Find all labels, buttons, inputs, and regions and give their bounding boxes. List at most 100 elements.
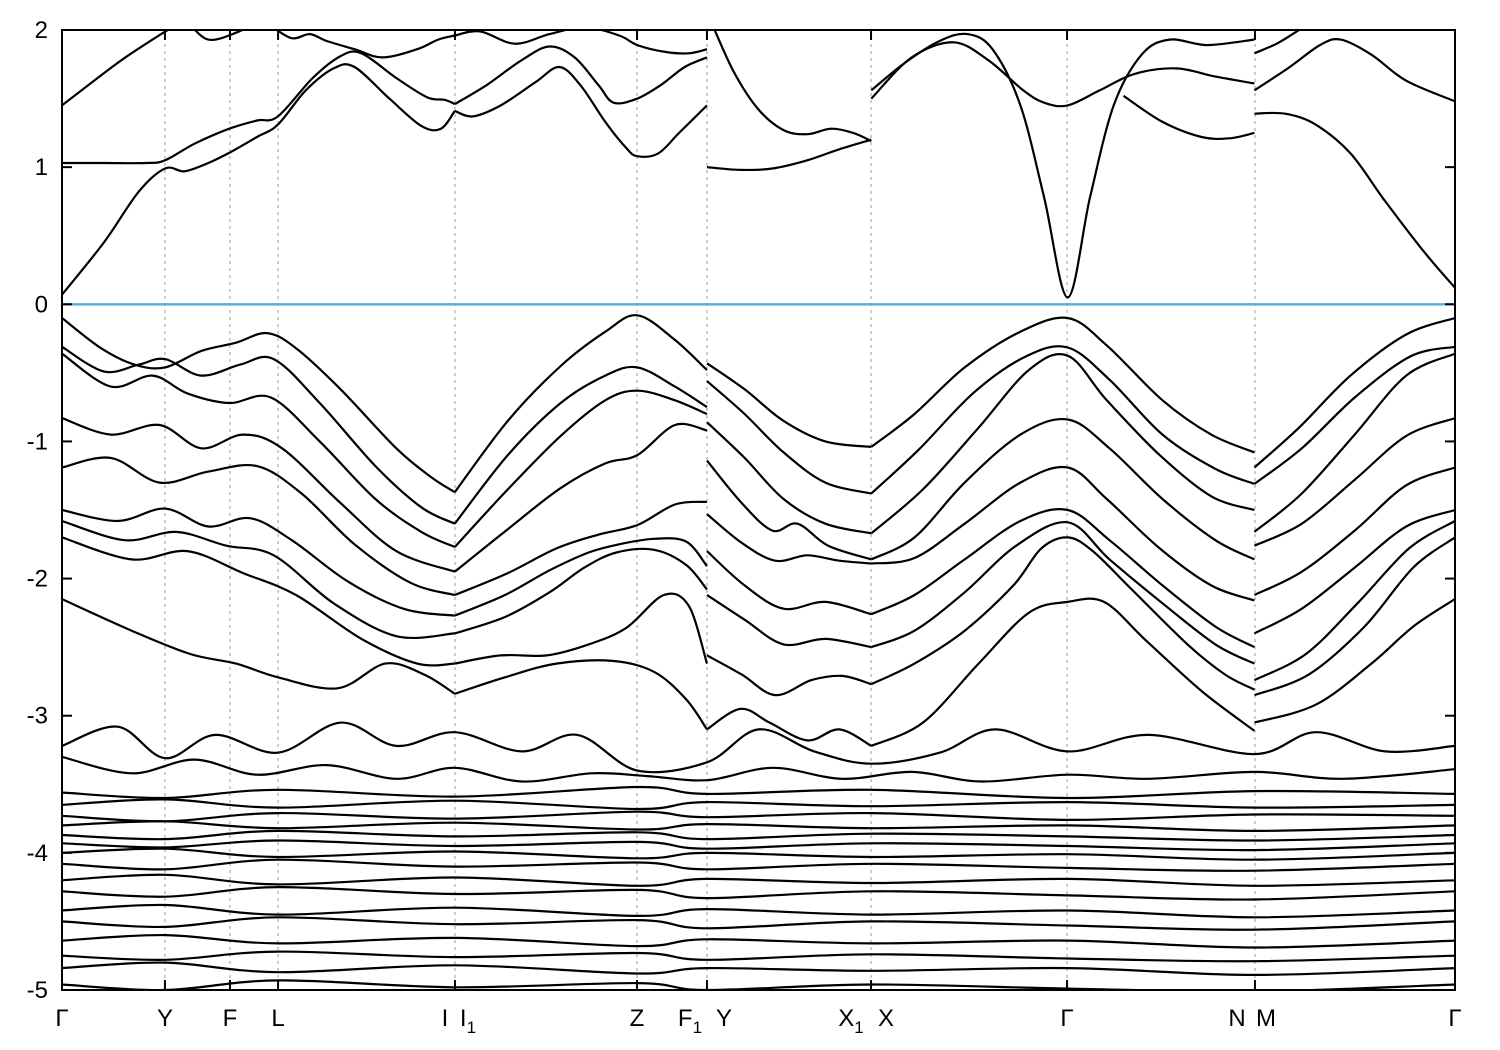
kpoint-label: Γ — [1060, 1005, 1073, 1032]
y-tick-label: -3 — [27, 703, 48, 730]
band-path — [1253, 520, 1455, 682]
plot-frame — [61, 29, 1456, 991]
band-path — [870, 536, 1255, 691]
band-path — [62, 885, 1455, 901]
kpoint-label: Z — [630, 1005, 645, 1032]
kpoint-label: N — [1228, 1005, 1245, 1032]
y-tick-label: -2 — [27, 566, 48, 593]
band-path — [62, 810, 1455, 823]
kpoint-label: I — [442, 1005, 449, 1032]
band-path — [706, 459, 872, 561]
band-path — [870, 417, 1255, 561]
band-path — [454, 592, 709, 665]
band-path — [706, 362, 872, 448]
band-path — [62, 829, 1455, 842]
kpoint-label: Γ — [1448, 1005, 1461, 1032]
band-path — [870, 353, 1255, 535]
band-path — [706, 138, 872, 172]
band-path — [454, 659, 708, 731]
kpoint-label: I1 — [460, 1005, 476, 1037]
band-path — [454, 65, 708, 158]
band-path — [62, 847, 1455, 861]
band-path — [62, 755, 1455, 783]
band-path — [453, 389, 708, 548]
band-path — [62, 456, 456, 597]
band-path — [706, 594, 872, 649]
band-path — [706, 380, 872, 495]
band-path — [1253, 345, 1455, 485]
y-tick-label: 2 — [35, 17, 48, 44]
band-path — [706, 513, 872, 565]
band-path — [1253, 38, 1455, 103]
band-path — [870, 345, 1255, 495]
band-path — [454, 422, 708, 573]
band-path — [713, 30, 872, 143]
band-path — [62, 916, 1455, 931]
band-path — [193, 30, 245, 42]
kpoint-label: X1 — [838, 1005, 863, 1037]
band-path — [62, 721, 1455, 774]
band-path — [62, 839, 1455, 852]
kpoint-label: X — [878, 1005, 894, 1032]
kpoint-label: Y — [157, 1005, 173, 1032]
kpoint-label: F — [223, 1005, 238, 1032]
band-path — [62, 950, 1455, 963]
band-path — [870, 597, 1256, 747]
band-path — [62, 858, 1455, 872]
band-path — [706, 421, 872, 535]
band-path — [62, 820, 1455, 833]
band-path — [1253, 316, 1455, 469]
kpoint-label: F1 — [678, 1005, 702, 1037]
band-path — [454, 500, 708, 597]
band-path — [62, 873, 1455, 887]
y-tick-label: -1 — [27, 428, 48, 455]
band-path — [62, 903, 1455, 919]
band-path — [62, 345, 456, 525]
band-path — [62, 933, 1455, 949]
band-path — [1253, 352, 1455, 533]
y-tick-label: -5 — [27, 977, 48, 1004]
kpoint-labels: Γ Y F L I I1 Z F1 Y X1 X Γ N M Γ — [55, 1005, 1461, 1037]
band-path — [870, 508, 1255, 649]
band-path — [62, 785, 1455, 800]
band-path — [1254, 536, 1455, 697]
band-path — [454, 537, 708, 617]
band-path — [1253, 417, 1455, 547]
axis-ticks — [62, 29, 1455, 991]
band-path — [870, 316, 1255, 454]
band-path — [454, 547, 708, 635]
band-path — [1122, 94, 1255, 141]
band-path — [1254, 111, 1455, 289]
band-path — [62, 961, 1455, 977]
y-tick-label: -4 — [27, 840, 48, 867]
band-path — [706, 550, 872, 616]
band-path — [1253, 30, 1302, 55]
kpoint-label: Y — [716, 1005, 732, 1032]
y-tick-label: 1 — [35, 154, 48, 181]
band-path — [274, 30, 456, 59]
band-path — [62, 352, 456, 549]
band-path — [62, 317, 456, 494]
band-path — [62, 63, 456, 296]
band-path — [62, 417, 456, 573]
band-path — [706, 654, 872, 697]
energy-bands — [62, 30, 1455, 990]
band-path — [870, 521, 1255, 665]
band-path — [454, 45, 708, 106]
band-path — [706, 707, 872, 747]
band-path — [62, 798, 1455, 811]
band-path — [1253, 508, 1455, 635]
band-path — [62, 536, 455, 667]
band-path — [62, 507, 455, 617]
band-path — [453, 314, 708, 493]
band-path — [62, 598, 456, 695]
band-path — [870, 41, 1255, 108]
band-path — [1253, 466, 1455, 596]
y-axis-labels: 2 1 0 -1 -2 -3 -4 -5 — [27, 17, 48, 1004]
band-path — [453, 365, 708, 525]
band-path — [1254, 598, 1455, 724]
band-path — [62, 30, 171, 107]
